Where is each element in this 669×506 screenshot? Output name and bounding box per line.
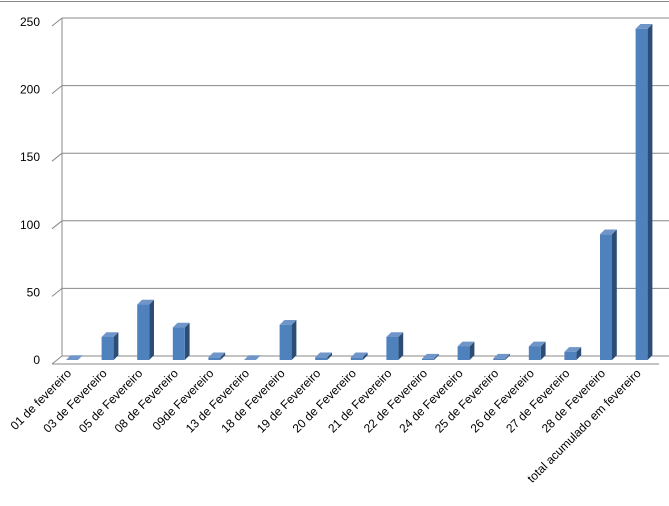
bar-top xyxy=(315,352,332,358)
bar xyxy=(279,324,292,360)
bar xyxy=(493,358,506,360)
bar xyxy=(350,357,363,360)
bar-side xyxy=(434,353,439,360)
bar-side xyxy=(113,332,119,360)
y-tick-label: 50 xyxy=(27,285,41,299)
bar-top xyxy=(350,352,368,358)
bar-side xyxy=(576,347,582,360)
bar-top xyxy=(208,352,226,358)
bar xyxy=(172,327,185,360)
bar-side xyxy=(362,352,368,360)
bar-top xyxy=(66,355,83,360)
bar-top xyxy=(172,322,190,328)
bar-side xyxy=(540,341,546,360)
bar xyxy=(208,357,221,360)
bar-top xyxy=(493,353,510,359)
bar xyxy=(315,357,328,360)
bar-side xyxy=(184,322,190,360)
bar-top xyxy=(600,229,617,235)
bar-side xyxy=(647,23,653,361)
grid-line-depth xyxy=(51,220,63,230)
grid-line-depth xyxy=(51,85,63,94)
bar xyxy=(600,234,612,360)
bar-side xyxy=(612,229,617,360)
y-tick-label: 150 xyxy=(20,150,40,164)
bar-side xyxy=(327,352,332,360)
bar xyxy=(457,346,470,360)
bar-side xyxy=(505,353,510,360)
bar xyxy=(635,28,648,360)
bar xyxy=(137,304,150,360)
bar xyxy=(386,337,399,360)
bar xyxy=(422,358,434,360)
bar-top xyxy=(635,23,653,29)
x-tick-label: 01 de fevereiro xyxy=(8,366,75,433)
bar-side xyxy=(469,341,475,360)
bar-side xyxy=(398,332,404,360)
bar-side xyxy=(220,352,226,360)
bar-top xyxy=(422,353,439,359)
y-tick-label: 0 xyxy=(33,353,40,367)
grid-line-depth xyxy=(51,152,63,162)
bar-top xyxy=(457,341,475,347)
bar-top xyxy=(244,355,261,360)
bar-top xyxy=(386,332,404,338)
bar-side xyxy=(149,299,154,360)
bar-top xyxy=(137,299,154,305)
bar-side xyxy=(291,320,297,360)
x-tick-label: 09de Fevereiro xyxy=(150,366,217,433)
bar-top xyxy=(101,332,119,338)
bar-top xyxy=(528,341,546,347)
grid-line-depth xyxy=(51,288,63,297)
bar xyxy=(564,351,577,360)
bar-top xyxy=(564,347,582,352)
bar-top xyxy=(279,320,297,325)
grid-line-depth xyxy=(51,355,63,365)
grid-line-depth xyxy=(51,17,63,27)
bar xyxy=(101,337,114,360)
y-tick-label: 200 xyxy=(20,83,40,97)
y-tick-label: 100 xyxy=(20,218,40,232)
y-tick-label: 250 xyxy=(20,15,40,29)
bar xyxy=(528,346,541,360)
